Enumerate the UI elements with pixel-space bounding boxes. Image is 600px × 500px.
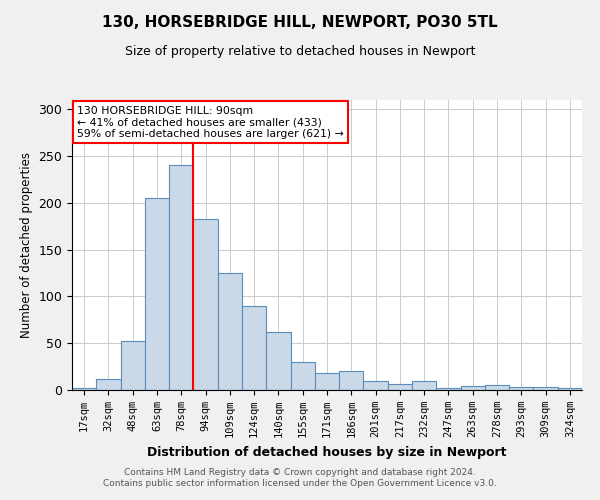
Bar: [388, 384, 412, 390]
Bar: [339, 372, 364, 390]
Text: Size of property relative to detached houses in Newport: Size of property relative to detached ho…: [125, 45, 475, 58]
Bar: [461, 386, 485, 390]
Text: 130, HORSEBRIDGE HILL, NEWPORT, PO30 5TL: 130, HORSEBRIDGE HILL, NEWPORT, PO30 5TL: [102, 15, 498, 30]
Bar: [96, 379, 121, 390]
Bar: [169, 166, 193, 390]
Bar: [315, 373, 339, 390]
Bar: [290, 362, 315, 390]
X-axis label: Distribution of detached houses by size in Newport: Distribution of detached houses by size …: [147, 446, 507, 458]
Bar: [485, 386, 509, 390]
Bar: [558, 388, 582, 390]
Bar: [121, 342, 145, 390]
Text: Contains HM Land Registry data © Crown copyright and database right 2024.
Contai: Contains HM Land Registry data © Crown c…: [103, 468, 497, 487]
Bar: [436, 388, 461, 390]
Bar: [412, 380, 436, 390]
Bar: [266, 332, 290, 390]
Bar: [218, 273, 242, 390]
Bar: [364, 380, 388, 390]
Bar: [193, 219, 218, 390]
Bar: [242, 306, 266, 390]
Bar: [533, 387, 558, 390]
Bar: [509, 387, 533, 390]
Bar: [72, 388, 96, 390]
Y-axis label: Number of detached properties: Number of detached properties: [20, 152, 33, 338]
Text: 130 HORSEBRIDGE HILL: 90sqm
← 41% of detached houses are smaller (433)
59% of se: 130 HORSEBRIDGE HILL: 90sqm ← 41% of det…: [77, 106, 344, 139]
Bar: [145, 198, 169, 390]
